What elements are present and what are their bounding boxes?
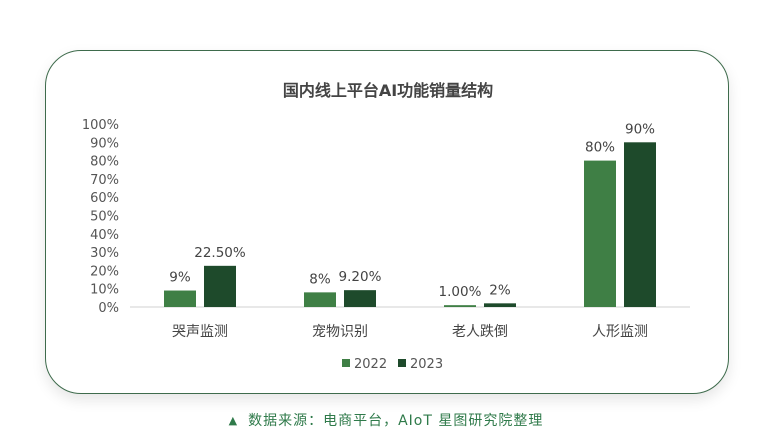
- bar-value-label: 1.00%: [439, 284, 482, 300]
- y-axis: 0% 10% 20% 30% 40% 50% 60% 70% 80% 90% 100%: [82, 118, 119, 316]
- bar: [344, 290, 376, 307]
- bar-value-label: 9.20%: [339, 269, 382, 285]
- bar-value-label: 80%: [585, 140, 615, 156]
- bar: [624, 142, 656, 307]
- bar: [304, 292, 336, 307]
- bar-labels: 9%22.50% 8% 9.20% 1.00% 2% 80% 90%: [169, 121, 655, 300]
- y-tick-label: 50%: [90, 210, 119, 225]
- bar: [584, 160, 616, 307]
- y-tick-label: 40%: [90, 228, 119, 243]
- triangle-up-icon: ▲: [228, 414, 239, 427]
- bars: [164, 142, 656, 307]
- bar-value-label: 8%: [309, 271, 331, 287]
- legend-swatch: [398, 359, 406, 367]
- bar: [484, 303, 516, 307]
- x-tick-label: 宠物识别: [312, 324, 368, 340]
- y-tick-label: 10%: [90, 283, 119, 298]
- x-tick-label: 哭声监测: [172, 324, 228, 340]
- legend-label: 2023: [410, 357, 443, 372]
- y-tick-label: 60%: [90, 191, 119, 206]
- bar: [164, 290, 196, 307]
- bar-chart: 国内线上平台AI功能销量结构 0% 10% 20% 30% 40% 50% 60% 70% 80…: [82, 81, 690, 372]
- bar: [444, 305, 476, 307]
- y-tick-label: 0%: [98, 301, 119, 316]
- y-tick-label: 100%: [82, 118, 119, 133]
- y-tick-label: 70%: [90, 173, 119, 188]
- source-text: 数据来源：电商平台，AIoT 星图研究院整理: [248, 413, 544, 429]
- bar-value-label: 90%: [625, 121, 655, 137]
- source-note: ▲ 数据来源：电商平台，AIoT 星图研究院整理: [0, 410, 772, 430]
- bar-value-label: 22.50%: [194, 245, 246, 261]
- y-tick-label: 80%: [90, 155, 119, 170]
- x-tick-label: 人形监测: [592, 324, 648, 340]
- x-axis: 哭声监测 宠物识别 老人跌倒 人形监测: [172, 324, 648, 340]
- y-tick-label: 20%: [90, 264, 119, 279]
- bar: [204, 265, 236, 307]
- bar-value-label: 2%: [489, 282, 511, 298]
- y-tick-label: 30%: [90, 246, 119, 261]
- legend: 2022 2023: [342, 357, 443, 372]
- x-tick-label: 老人跌倒: [452, 324, 508, 340]
- y-tick-label: 90%: [90, 136, 119, 151]
- bar-value-label: 9%: [169, 270, 191, 286]
- chart-title: 国内线上平台AI功能销量结构: [283, 81, 493, 100]
- legend-label: 2022: [354, 357, 387, 372]
- legend-swatch: [342, 359, 350, 367]
